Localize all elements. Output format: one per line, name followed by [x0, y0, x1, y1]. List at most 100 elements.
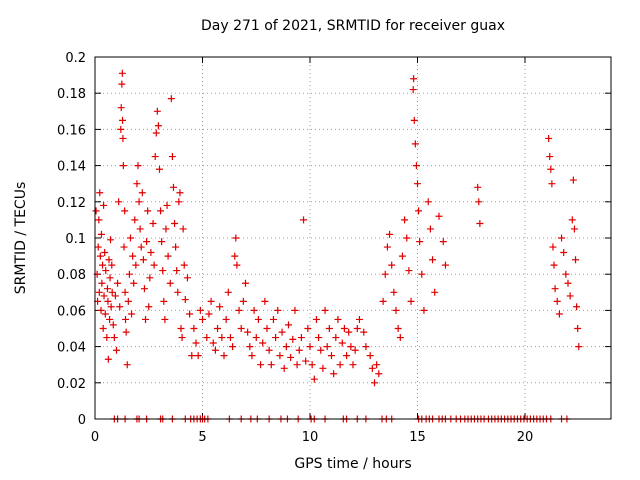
- data-point: [121, 288, 129, 296]
- data-point: [186, 310, 194, 318]
- data-point: [349, 361, 357, 369]
- data-point: [94, 243, 102, 251]
- data-point: [125, 270, 133, 278]
- data-point: [164, 252, 172, 260]
- data-point: [171, 220, 179, 228]
- data-point: [103, 285, 111, 293]
- data-point: [392, 306, 400, 314]
- data-point: [317, 346, 325, 354]
- data-point: [156, 165, 163, 173]
- data-point: [257, 361, 265, 369]
- data-point: [549, 243, 557, 251]
- data-point: [297, 334, 305, 342]
- y-tick-label: 0.02: [57, 377, 86, 392]
- data-point: [375, 370, 383, 378]
- data-point: [418, 270, 426, 278]
- y-tick-label: 0.12: [57, 196, 86, 211]
- data-point: [302, 357, 310, 365]
- data-point: [293, 361, 301, 369]
- data-point: [401, 216, 409, 224]
- data-point: [133, 180, 141, 188]
- data-point: [180, 261, 188, 269]
- data-point: [121, 207, 129, 215]
- data-point: [115, 198, 123, 206]
- data-point: [244, 328, 252, 336]
- data-point: [110, 334, 118, 342]
- data-point: [106, 236, 114, 244]
- data-point: [379, 297, 387, 305]
- data-points: [92, 69, 583, 423]
- data-point: [157, 207, 165, 215]
- data-point: [145, 303, 153, 311]
- data-point: [149, 220, 157, 228]
- data-point: [272, 334, 280, 342]
- data-point: [138, 189, 146, 197]
- data-point: [280, 364, 288, 372]
- data-point: [97, 230, 105, 238]
- data-point: [118, 69, 126, 77]
- data-point: [139, 256, 147, 264]
- data-point: [553, 297, 561, 305]
- data-point: [306, 343, 314, 351]
- data-point: [362, 343, 370, 351]
- data-point: [109, 321, 117, 329]
- data-point: [310, 375, 318, 383]
- data-point: [269, 315, 277, 323]
- data-point: [122, 328, 130, 336]
- data-point: [154, 122, 162, 130]
- data-point: [231, 252, 239, 260]
- data-point: [218, 334, 226, 342]
- data-point: [124, 297, 132, 305]
- data-point: [371, 379, 378, 387]
- data-point: [119, 116, 127, 124]
- y-tick-label: 0.1: [65, 232, 86, 247]
- data-point: [574, 325, 582, 332]
- data-point: [405, 267, 413, 275]
- data-point: [162, 225, 170, 233]
- data-point: [196, 306, 204, 314]
- y-tick-label: 0.06: [57, 304, 86, 319]
- data-point: [153, 107, 161, 115]
- data-point: [415, 207, 423, 215]
- data-point: [431, 288, 439, 296]
- data-point: [129, 252, 137, 260]
- y-tick-label: 0: [78, 413, 86, 428]
- data-point: [99, 261, 107, 269]
- data-point: [562, 270, 570, 278]
- y-axis-label: SRMTID / TECUs: [13, 181, 29, 295]
- y-tick-label: 0.16: [57, 123, 86, 138]
- data-point: [274, 306, 282, 314]
- data-point: [105, 256, 113, 264]
- data-point: [120, 243, 128, 251]
- data-point: [181, 296, 189, 304]
- data-point: [226, 334, 234, 342]
- data-point: [160, 297, 168, 305]
- data-point: [351, 346, 359, 354]
- data-point: [246, 343, 254, 351]
- data-point: [159, 267, 167, 275]
- data-point: [390, 288, 398, 296]
- data-point: [106, 315, 114, 323]
- data-point: [319, 364, 327, 372]
- y-tick-label: 0.04: [57, 341, 86, 356]
- data-point: [113, 346, 120, 354]
- data-point: [117, 125, 125, 133]
- data-point: [119, 162, 127, 170]
- data-point: [96, 252, 104, 260]
- data-point: [237, 325, 245, 332]
- data-point: [192, 339, 200, 347]
- data-point: [122, 315, 130, 323]
- data-point: [338, 339, 346, 347]
- data-point: [420, 306, 428, 314]
- data-point: [383, 243, 391, 251]
- data-point: [323, 343, 331, 351]
- data-point: [325, 325, 333, 332]
- data-point: [381, 270, 389, 278]
- data-point: [102, 267, 110, 275]
- grid-lines: [95, 57, 611, 419]
- data-point: [147, 248, 155, 256]
- data-point: [551, 285, 559, 293]
- data-point: [168, 153, 176, 161]
- data-point: [278, 328, 286, 336]
- data-point: [179, 225, 187, 233]
